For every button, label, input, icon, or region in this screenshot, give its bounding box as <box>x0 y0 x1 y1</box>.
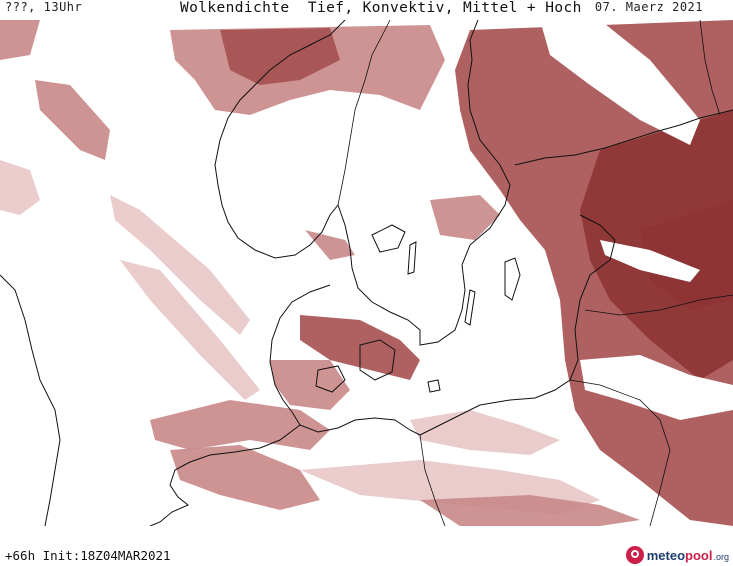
coast-norway <box>214 20 346 259</box>
cloud-area-north-sea-west <box>35 80 110 160</box>
map-title: Wolkendichte Tief, Konvektiv, Mittel + H… <box>180 0 582 16</box>
border-norway-sweden <box>337 20 391 206</box>
lake-vattern <box>407 241 417 275</box>
cloud-area-jutland <box>270 360 350 410</box>
cloud-area-norway-core <box>220 28 340 85</box>
init-time-label: +66h Init:18Z04MAR2021 <box>5 548 171 563</box>
cloud-band-south-2 <box>410 410 560 455</box>
border-germany <box>419 434 446 526</box>
cloud-cover-layer <box>0 20 733 526</box>
meteopool-logo-icon <box>625 546 644 564</box>
cloud-band-netherlands <box>170 445 320 510</box>
clear-gap-2 <box>580 355 733 420</box>
cloud-area-baltic-states <box>640 200 733 310</box>
coast-jutland <box>269 284 421 436</box>
logo-text-pool: pool <box>685 547 713 563</box>
coast-uk <box>0 274 61 526</box>
coast-baltic <box>419 214 616 436</box>
cloud-streak-2 <box>120 260 260 400</box>
map-canvas <box>0 20 733 526</box>
coast-oland <box>464 289 476 326</box>
lake-vanern <box>371 224 406 253</box>
header-bar: ???, 13Uhr Wolkendichte Tief, Konvektiv,… <box>0 0 733 20</box>
coastline-layer <box>0 20 733 526</box>
forecast-date: 07. Maerz 2021 <box>594 0 703 14</box>
cloud-area-northwest <box>0 20 40 60</box>
footer-bar: +66h Init:18Z04MAR2021 meteo pool .org <box>0 526 733 566</box>
coast-zealand <box>359 339 396 381</box>
cloud-area-sweden-south <box>430 195 500 240</box>
coast-sweden <box>337 20 511 346</box>
cloud-streak-1 <box>110 195 250 335</box>
border-poland <box>569 379 671 526</box>
border-baltic-states <box>584 294 733 316</box>
logo-text-suffix: .org <box>713 551 729 562</box>
cloud-band-south-3 <box>420 495 640 526</box>
coast-gotland <box>504 257 521 301</box>
coast-north-sea-south <box>149 424 301 526</box>
meteopool-logo[interactable]: meteo pool .org <box>625 544 729 566</box>
border-finland-russia <box>699 20 721 116</box>
cloud-streak-3 <box>0 160 40 215</box>
coast-finland <box>514 109 733 166</box>
clear-gap-3 <box>600 240 700 282</box>
coast-bornholm <box>427 379 441 393</box>
cloud-cover-map <box>0 20 733 526</box>
cloud-band-germany <box>150 400 330 450</box>
run-time-label: ???, 13Uhr <box>5 0 83 14</box>
coast-funen <box>315 365 346 393</box>
logo-text-meteo: meteo <box>646 547 686 563</box>
clear-gap-1 <box>540 20 700 145</box>
